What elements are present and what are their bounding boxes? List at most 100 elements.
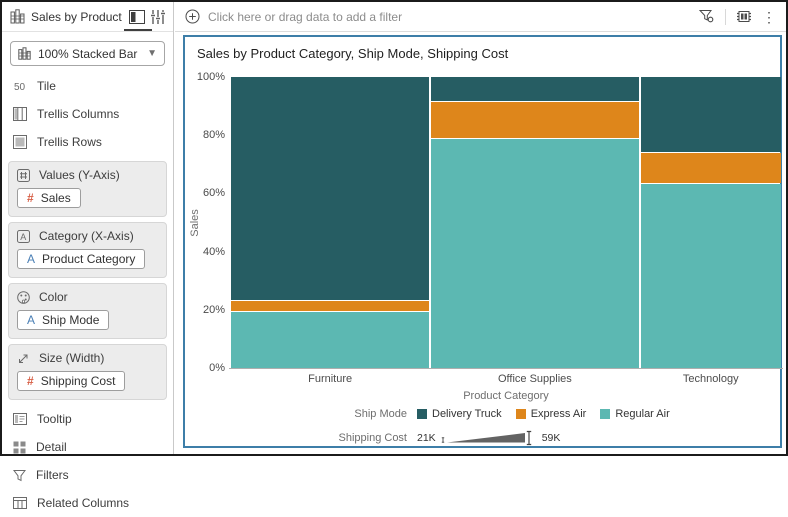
sidebar-item-tooltip[interactable]: Tooltip xyxy=(2,405,173,433)
bar-technology[interactable] xyxy=(640,77,781,368)
legend-item-express-air[interactable]: Express Air xyxy=(515,408,587,420)
stacked-bar-type-icon xyxy=(18,47,31,60)
active-tab-underline xyxy=(124,29,152,31)
values-axis-icon xyxy=(17,168,30,182)
drop-target-color[interactable]: Color A Ship Mode xyxy=(8,283,167,339)
drop-target-size[interactable]: Size (Width) # Shipping Cost xyxy=(8,344,167,400)
trellis-columns-icon xyxy=(13,107,27,121)
x-axis-title: Product Category xyxy=(463,390,549,402)
size-legend-label: Shipping Cost xyxy=(338,432,408,444)
tile-icon: 50 xyxy=(13,79,27,93)
sidebar-item-trellis-rows[interactable]: Trellis Rows xyxy=(2,128,173,156)
legend-swatch xyxy=(515,409,526,419)
sidebar-item-trellis-columns[interactable]: Trellis Columns xyxy=(2,100,173,128)
y-tick-label: 0% xyxy=(209,362,225,374)
section-label: Color xyxy=(39,290,68,304)
y-tick-label: 100% xyxy=(196,71,225,83)
pill-ship-mode[interactable]: A Ship Mode xyxy=(17,310,110,330)
x-tick-label: Office Supplies xyxy=(498,373,572,385)
svg-text:A: A xyxy=(20,232,26,242)
bar-office-supplies[interactable] xyxy=(431,77,639,368)
viz-card[interactable]: Sales by Product Category, Ship Mode, Sh… xyxy=(183,35,783,448)
segment-express-air[interactable] xyxy=(640,153,781,183)
sidebar-item-label: Detail xyxy=(36,440,67,454)
toolbar-separator xyxy=(725,8,726,25)
pill-shipping-cost[interactable]: # Shipping Cost xyxy=(17,371,126,391)
legend-item-regular-air[interactable]: Regular Air xyxy=(600,408,670,420)
section-label: Size (Width) xyxy=(39,351,105,365)
viz-title-sidebar: Sales by Product Ca... xyxy=(31,9,123,24)
drop-target-values[interactable]: Values (Y-Axis) # Sales xyxy=(8,161,167,217)
pill-label: Product Category xyxy=(42,252,136,266)
sidebar-item-detail[interactable]: Detail xyxy=(2,433,173,461)
segment-delivery-truck[interactable] xyxy=(640,77,781,153)
canvas: Sales by Product Category, Ship Mode, Sh… xyxy=(175,32,786,454)
filter-funnel-icon[interactable] xyxy=(699,9,715,24)
sidebar-item-tile[interactable]: 50 Tile xyxy=(2,72,173,100)
sidebar-item-label: Trellis Rows xyxy=(37,135,102,149)
stacked-bar-viz-icon xyxy=(10,9,25,24)
color-legend: Ship Mode Delivery Truck Express Air Regul… xyxy=(225,408,670,420)
segment-delivery-truck[interactable] xyxy=(231,77,430,301)
size-legend: Shipping Cost 21K 59K xyxy=(225,430,560,446)
tooltip-icon xyxy=(13,413,27,425)
x-axis-tick-labels: Furniture Office Supplies Technology xyxy=(231,373,781,385)
pill-label: Sales xyxy=(40,191,71,205)
pill-product-category[interactable]: A Product Category xyxy=(17,249,146,269)
svg-text:50: 50 xyxy=(14,82,26,93)
legend-item-delivery-truck[interactable]: Delivery Truck xyxy=(417,408,502,420)
legend-item-label: Delivery Truck xyxy=(432,408,502,420)
section-label: Category (X-Axis) xyxy=(39,229,134,243)
sidebar-item-label: Filters xyxy=(36,468,69,482)
color-legend-label: Ship Mode xyxy=(354,408,407,420)
category-axis-icon: A xyxy=(17,229,30,243)
drop-target-category[interactable]: A Category (X-Axis) A Product Category xyxy=(8,222,167,278)
sidebar-item-label: Tile xyxy=(37,79,56,93)
sidebar-item-label: Trellis Columns xyxy=(37,107,120,121)
properties-sliders-icon[interactable] xyxy=(151,9,165,24)
size-width-icon xyxy=(17,352,30,365)
y-tick-label: 20% xyxy=(202,303,225,316)
add-filter-icon[interactable] xyxy=(185,9,200,24)
pill-label: Ship Mode xyxy=(42,313,100,327)
filter-bar: Click here or drag data to add a filter … xyxy=(175,2,786,32)
plot-area: Sales 100% 80% 60% 40% 20% 0% xyxy=(189,71,781,374)
sidebar-item-label: Tooltip xyxy=(37,412,72,426)
x-tick-label: Technology xyxy=(682,373,739,385)
measure-icon: # xyxy=(27,191,34,205)
y-axis-title: Sales xyxy=(189,208,201,237)
size-wedge-icon xyxy=(441,430,537,446)
grammar-panel-icon[interactable] xyxy=(129,9,145,24)
bar-furniture[interactable] xyxy=(231,77,430,368)
segment-express-air[interactable] xyxy=(231,301,430,312)
y-tick-label: 60% xyxy=(202,187,225,200)
segment-regular-air[interactable] xyxy=(231,312,430,368)
segment-delivery-truck[interactable] xyxy=(431,77,639,101)
sidebar-item-related-columns[interactable]: Related Columns xyxy=(2,489,173,517)
segment-regular-air[interactable] xyxy=(640,183,781,368)
color-legend-items: Delivery Truck Express Air Regular Air xyxy=(417,408,670,420)
sidebar-item-label: Related Columns xyxy=(37,496,130,510)
trellis-rows-icon xyxy=(13,135,27,149)
legend-swatch xyxy=(417,409,427,419)
related-columns-icon xyxy=(13,497,27,509)
chart-title: Sales by Product Category, Ship Mode, Sh… xyxy=(197,46,509,61)
detail-icon xyxy=(13,441,26,454)
filter-bar-placeholder[interactable]: Click here or drag data to add a filter xyxy=(208,9,403,24)
legend-item-label: Express Air xyxy=(530,408,587,420)
segment-express-air[interactable] xyxy=(431,101,639,138)
chart-type-value: 100% Stacked Bar xyxy=(38,46,138,61)
pill-sales[interactable]: # Sales xyxy=(17,188,81,208)
chart-type-select[interactable]: 100% Stacked Bar ▼ xyxy=(10,41,165,66)
attribute-icon: A xyxy=(27,313,36,327)
x-tick-label: Furniture xyxy=(308,373,353,385)
grammar-sidebar: Sales by Product Ca... 100% Stacked Bar … xyxy=(2,2,174,510)
sidebar-item-filters[interactable]: Filters xyxy=(2,461,173,489)
color-palette-icon xyxy=(17,290,30,304)
kebab-menu-icon[interactable]: ⋮ xyxy=(762,8,776,25)
y-tick-label: 40% xyxy=(202,245,225,258)
funnel-icon xyxy=(13,469,26,482)
canvas-grid-icon[interactable] xyxy=(736,9,752,24)
segment-regular-air[interactable] xyxy=(431,138,639,368)
legend-swatch xyxy=(600,409,611,419)
